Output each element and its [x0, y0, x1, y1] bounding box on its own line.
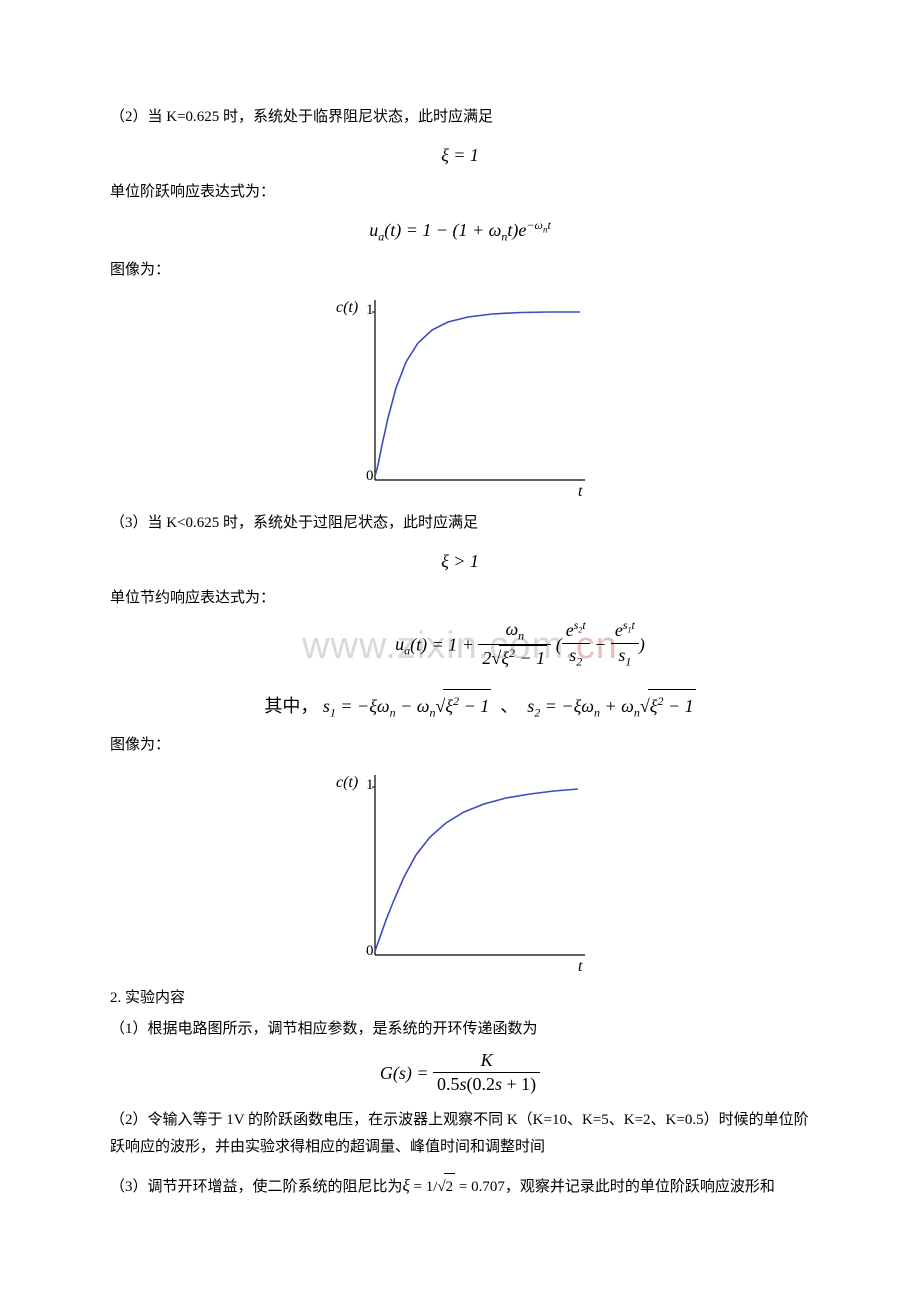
section3-line3: （3）调节开环增益，使二阶系统的阻尼比为ξ = 1/√2 = 0.707，观察并…	[110, 1171, 810, 1202]
eq-xi-eq-1: ξ = 1	[110, 139, 810, 171]
eq-ua-overdamped: ua(t) = 1 + ωn 2√ξ2 − 1 ( es2t s2 − es1t…	[110, 620, 810, 673]
section2-heading: （3）当 K<0.625 时，系统处于过阻尼状态，此时应满足	[110, 510, 810, 537]
section1-sub1: 单位阶跃响应表达式为：	[110, 179, 810, 206]
section3-line3-pre: （3）调节开环增益，使二阶系统的阻尼比为	[110, 1179, 403, 1195]
section2-sub1: 单位节约响应表达式为：	[110, 585, 810, 612]
section3-heading: 2. 实验内容	[110, 985, 810, 1012]
watermark-row: www.zixin.com.cn ua(t) = 1 + ωn 2√ξ2 − 1…	[110, 620, 810, 673]
section1-heading: （2）当 K=0.625 时，系统处于临界阻尼状态，此时应满足	[110, 104, 810, 131]
eq-s1-s2: 其中， s1 = −ξωn − ωn√ξ2 − 1 、 s2 = −ξωn + …	[110, 689, 810, 724]
chart2-container: c(t) 1 0 t	[110, 765, 810, 975]
svg-text:1: 1	[366, 302, 374, 318]
section1-sub2: 图像为：	[110, 257, 810, 284]
section2-sub2: 图像为：	[110, 732, 810, 759]
svg-text:1: 1	[366, 777, 374, 793]
chart1-container: c(t) 1 0 t	[110, 290, 810, 500]
svg-text:0: 0	[366, 943, 374, 959]
eq-ua-critical: ua(t) = 1 − (1 + ωnt)e−ωnt	[110, 214, 810, 248]
section3-line3-post: ，观察并记录此时的单位阶跃响应波形和	[505, 1179, 775, 1195]
eq-xi-gt-1: ξ > 1	[110, 545, 810, 577]
eq-Gs-num: K	[481, 1050, 493, 1070]
section3-line2: （2）令输入等于 1V 的阶跃函数电压，在示波器上观察不同 K（K=10、K=5…	[110, 1107, 810, 1161]
chart1-svg: c(t) 1 0 t	[320, 290, 600, 500]
eq-Gs: G(s) = K 0.5s(0.2s + 1)	[110, 1051, 810, 1099]
svg-text:0: 0	[366, 468, 374, 484]
svg-text:t: t	[578, 958, 583, 975]
section3-line1: （1）根据电路图所示，调节相应参数，是系统的开环传递函数为	[110, 1016, 810, 1043]
svg-text:c(t): c(t)	[336, 774, 358, 791]
svg-text:c(t): c(t)	[336, 299, 358, 316]
svg-text:t: t	[578, 483, 583, 500]
chart2-svg: c(t) 1 0 t	[320, 765, 600, 975]
eq-s1-prefix: 其中，	[264, 696, 318, 716]
